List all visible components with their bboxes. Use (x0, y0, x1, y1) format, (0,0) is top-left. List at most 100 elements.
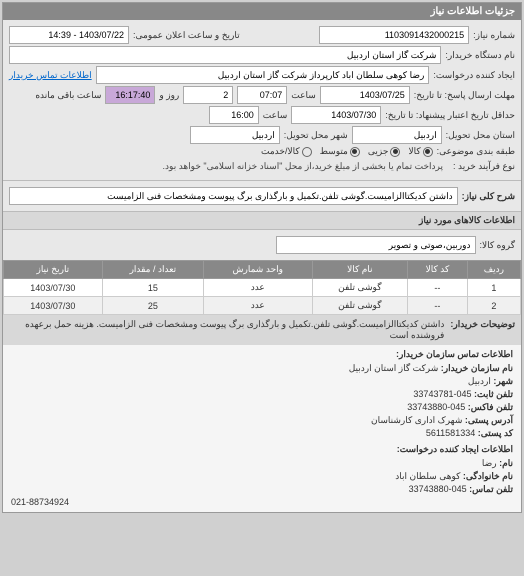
city-value: اردبیل (468, 376, 491, 386)
validity-date-input[interactable] (291, 106, 381, 124)
contact-buyer-name: نام سازمان خریدار: شرکت گاز استان اردبیل (11, 362, 513, 375)
delivery-province-label: استان محل تحویل: (446, 130, 515, 141)
cell-unit: عدد (204, 297, 313, 315)
phone-value: 045-33743781 (413, 389, 471, 399)
budget-radio-group: کالا جزیی متوسط کالا/خدمت (261, 146, 433, 157)
contact-link[interactable]: اطلاعات تماس خریدار (9, 70, 92, 81)
goods-group-label: گروه کالا: (480, 240, 515, 251)
description-input[interactable] (9, 187, 458, 205)
cell-row: 1 (467, 279, 520, 297)
cell-row: 2 (467, 297, 520, 315)
cell-unit: عدد (204, 279, 313, 297)
goods-group-input[interactable] (276, 236, 476, 254)
contact-section1-title: اطلاعات تماس سازمان خریدار: (11, 349, 513, 360)
cell-name: گوشی تلفن (312, 297, 408, 315)
time-label-1: ساعت (291, 90, 316, 101)
goods-section-title: اطلاعات کالاهای مورد نیاز (3, 211, 521, 230)
radio-medium-icon (350, 147, 360, 157)
contact-last-name: نام خانوادگی: کوهی سلطان اباد (11, 470, 513, 483)
delivery-province-input[interactable] (352, 126, 442, 144)
days-input[interactable] (183, 86, 233, 104)
radio-goods[interactable]: کالا (408, 146, 432, 157)
city-label: شهر: (493, 376, 513, 386)
phone-label: تلفن ثابت: (474, 389, 513, 399)
goods-table: ردیف کد کالا نام کالا واحد شمارش تعداد /… (3, 260, 521, 315)
radio-goods-label: کالا (408, 146, 420, 157)
contact-postal-addr: آدرس پستی: شهرک اداری کارشناسان (11, 414, 513, 427)
delivery-city-input[interactable] (190, 126, 280, 144)
buyer-notes-label: توضیحات خریدار: (450, 319, 515, 341)
table-row[interactable]: 2 -- گوشی تلفن عدد 25 1403/07/30 (4, 297, 521, 315)
contact-phone: تلفن ثابت: 045-33743781 (11, 388, 513, 401)
announce-input[interactable] (9, 26, 129, 44)
last-name-label: نام خانوادگی: (463, 471, 513, 481)
description-section: شرح کلی نیاز: (3, 180, 521, 211)
requester-label: ایجاد کننده درخواست: (433, 70, 515, 81)
radio-service[interactable]: کالا/خدمت (261, 146, 312, 157)
delivery-city-label: شهر محل تحویل: (284, 130, 348, 141)
panel-header: جزئیات اطلاعات نیاز (3, 3, 521, 20)
fax-label: تلفن فاکس: (468, 402, 513, 412)
cell-code: -- (408, 279, 468, 297)
process-note: پرداخت تمام یا بخشی از مبلغ خرید،از محل … (157, 159, 449, 174)
buyer-name-value: شرکت گاز استان اردبیل (349, 363, 439, 373)
cell-name: گوشی تلفن (312, 279, 408, 297)
radio-partial-icon (390, 147, 400, 157)
buyer-org-input[interactable] (9, 46, 441, 64)
th-unit: واحد شمارش (204, 261, 313, 279)
cell-qty: 15 (102, 279, 203, 297)
deadline-time-input[interactable] (237, 86, 287, 104)
request-number-label: شماره نیاز: (473, 30, 515, 41)
contact-section: اطلاعات تماس سازمان خریدار: نام سازمان خ… (3, 345, 521, 512)
validity-label: حداقل تاریخ اعتبار پیشنهاد: تا تاریخ: (385, 110, 515, 121)
fax-value: 045-33743880 (407, 402, 465, 412)
cell-qty: 25 (102, 297, 203, 315)
contact-phone-value: 045-33743880 (409, 484, 467, 494)
form-section: شماره نیاز: تاریخ و ساعت اعلان عمومی: نا… (3, 20, 521, 180)
radio-medium[interactable]: متوسط (320, 146, 360, 157)
contact-phone2-line: 021-88734924 (11, 496, 513, 508)
cell-code: -- (408, 297, 468, 315)
table-row[interactable]: 1 -- گوشی تلفن عدد 15 1403/07/30 (4, 279, 521, 297)
postal-code-label: کد پستی: (478, 428, 513, 438)
contact-city: شهر: اردبیل (11, 375, 513, 388)
goods-group-section: گروه کالا: (3, 230, 521, 260)
th-qty: تعداد / مقدار (102, 261, 203, 279)
last-name-value: کوهی سلطان اباد (395, 471, 460, 481)
contact-contact-phone: تلفن تماس: 045-33743880 (11, 483, 513, 496)
buyer-name-label: نام سازمان خریدار: (441, 363, 513, 373)
radio-medium-label: متوسط (320, 146, 348, 157)
radio-partial[interactable]: جزیی (368, 146, 401, 157)
remaining-label: ساعت باقی مانده (35, 90, 101, 101)
radio-service-icon (302, 147, 312, 157)
buyer-notes-text: داشتن کدیکتاالزامیست.گوشی تلفن.تکمیل و ب… (9, 319, 444, 341)
days-label: روز و (159, 90, 179, 101)
deadline-date-input[interactable] (320, 86, 410, 104)
postal-addr-label: آدرس پستی: (465, 415, 513, 425)
request-number-input[interactable] (319, 26, 469, 44)
panel-title: جزئیات اطلاعات نیاز (431, 6, 515, 17)
budget-type-label: طبقه بندی موضوعی: (437, 146, 515, 157)
cell-date: 1403/07/30 (4, 297, 103, 315)
contact-section2-title: اطلاعات ایجاد کننده درخواست: (11, 444, 513, 455)
postal-addr-value: شهرک اداری کارشناسان (371, 415, 462, 425)
deadline-label: مهلت ارسال پاسخ: تا تاریخ: (414, 90, 515, 101)
remaining-time-input (105, 86, 155, 104)
th-row: ردیف (467, 261, 520, 279)
contact-postal-code: کد پستی: 5611581334 (11, 427, 513, 440)
announce-label: تاریخ و ساعت اعلان عمومی: (133, 30, 240, 41)
requester-input[interactable] (96, 66, 430, 84)
contact-phone-label: تلفن تماس: (469, 484, 513, 494)
buyer-notes-row: توضیحات خریدار: داشتن کدیکتاالزامیست.گوش… (3, 315, 521, 345)
cell-date: 1403/07/30 (4, 279, 103, 297)
process-label: نوع فرآیند خرید : (453, 161, 515, 172)
th-name: نام کالا (312, 261, 408, 279)
th-code: کد کالا (408, 261, 468, 279)
radio-service-label: کالا/خدمت (261, 146, 300, 157)
radio-partial-label: جزیی (368, 146, 389, 157)
validity-time-input[interactable] (209, 106, 259, 124)
th-date: تاریخ نیاز (4, 261, 103, 279)
radio-goods-icon (423, 147, 433, 157)
contact-fax: تلفن فاکس: 045-33743880 (11, 401, 513, 414)
main-panel: جزئیات اطلاعات نیاز شماره نیاز: تاریخ و … (2, 2, 522, 513)
